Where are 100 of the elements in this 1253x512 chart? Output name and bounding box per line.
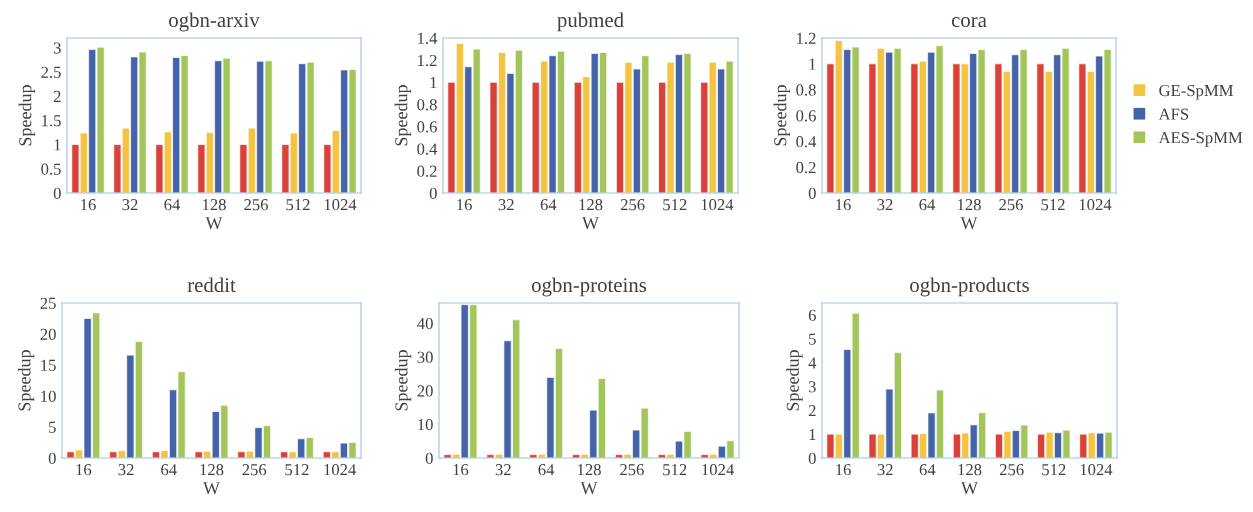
- x-tick-label: 16: [453, 464, 469, 476]
- x-tick-label: 512: [663, 199, 687, 211]
- x-tick-label: 1024: [701, 199, 734, 211]
- y-tick-label: 0.6: [417, 121, 437, 133]
- x-tick-label: 32: [498, 199, 514, 211]
- chart-title: pubmed: [557, 12, 624, 32]
- x-tick-label: 128: [579, 199, 603, 211]
- x-tick-label: 16: [81, 199, 96, 211]
- y-tick-label: 0: [48, 452, 56, 464]
- y-tick-label: 0.8: [796, 84, 816, 96]
- x-tick-label: 32: [877, 464, 893, 476]
- y-tick-label: 0: [53, 187, 61, 199]
- y-tick-label: 5: [809, 333, 816, 345]
- x-tick-label: 16: [76, 464, 92, 476]
- x-tick-label: 256: [620, 199, 645, 211]
- x-tick-label: 512: [1042, 464, 1066, 476]
- x-tick-label: 32: [122, 199, 138, 211]
- x-tick-label: 16: [836, 199, 851, 211]
- x-tick-label: 256: [242, 464, 267, 476]
- x-tick-label: 64: [919, 199, 936, 211]
- chart-title: ogbn-proteins: [531, 277, 647, 297]
- y-tick-label: 40: [417, 317, 433, 330]
- x-tick-label: 1024: [324, 464, 357, 476]
- x-tick-label: 16: [836, 464, 851, 476]
- x-tick-label: 512: [1041, 199, 1065, 211]
- x-tick-label: 64: [919, 464, 936, 476]
- y-tick-label: 0: [425, 452, 433, 464]
- y-tick-label: 0: [808, 452, 816, 464]
- y-tick-label: 1.5: [42, 115, 61, 127]
- y-tick-label: 3: [53, 42, 61, 54]
- x-tick-label: 64: [164, 199, 181, 211]
- legend-label: GE-SpMM: [1159, 84, 1234, 100]
- x-tick-label: 1024: [702, 464, 734, 476]
- y-tick-label: 0.6: [796, 110, 816, 122]
- chart-title: reddit: [187, 277, 236, 293]
- y-tick-label: 0.4: [417, 143, 438, 155]
- y-tick-label: 2: [53, 90, 61, 102]
- y-tick-label: 0: [429, 187, 437, 199]
- y-tick-label: 1: [809, 428, 816, 440]
- x-tick-label: 256: [244, 199, 268, 211]
- x-tick-label: 64: [538, 464, 555, 476]
- x-tick-label: 1024: [1080, 464, 1113, 476]
- y-tick-label: 1: [54, 139, 61, 151]
- chart-title: ogbn-products: [910, 277, 1029, 297]
- legend-label: AFS: [1158, 108, 1189, 120]
- x-tick-label: 1024: [1079, 199, 1112, 211]
- y-axis-title: Speedup: [394, 350, 412, 411]
- y-tick-label: 1.2: [418, 54, 437, 67]
- y-tick-label: 4: [808, 357, 817, 369]
- x-axis-title: W: [205, 217, 223, 230]
- y-tick-label: 25: [40, 297, 56, 309]
- legend-label: AES-SpMM: [1158, 132, 1243, 147]
- y-tick-label: 2: [808, 405, 816, 417]
- x-tick-label: 128: [200, 464, 224, 476]
- y-tick-label: 2.5: [41, 66, 61, 78]
- x-tick-label: 256: [999, 199, 1023, 211]
- y-axis-title: Speedup: [18, 85, 36, 146]
- chart-title: cora: [951, 17, 987, 28]
- y-tick-label: 20: [40, 328, 56, 340]
- y-tick-label: 15: [41, 359, 56, 371]
- y-tick-label: 6: [808, 309, 816, 321]
- x-axis-title: W: [582, 217, 599, 230]
- x-axis-title: W: [203, 482, 220, 495]
- y-tick-label: 20: [417, 385, 433, 397]
- x-tick-label: 32: [118, 464, 134, 476]
- y-axis-title: Speedup: [786, 350, 803, 411]
- x-tick-label: 32: [877, 199, 893, 211]
- y-tick-label: 10: [418, 419, 433, 431]
- x-tick-label: 16: [457, 199, 472, 211]
- y-tick-label: 10: [41, 390, 56, 402]
- x-tick-label: 128: [577, 464, 601, 476]
- x-tick-label: 512: [285, 464, 309, 476]
- chart-title: ogbn-arxiv: [169, 12, 260, 32]
- y-tick-label: 3: [808, 381, 816, 393]
- x-axis-title: W: [961, 482, 978, 495]
- y-tick-label: 0.2: [417, 165, 437, 177]
- x-tick-label: 512: [286, 199, 310, 211]
- y-tick-label: 1: [430, 77, 437, 89]
- y-tick-label: 30: [417, 351, 433, 363]
- y-axis-title: Speedup: [773, 85, 791, 146]
- x-axis-title: W: [580, 482, 598, 495]
- x-tick-label: 128: [958, 464, 982, 476]
- x-tick-label: 128: [202, 199, 226, 211]
- x-tick-label: 64: [540, 199, 557, 211]
- x-axis-title: W: [960, 217, 978, 230]
- x-tick-label: 256: [620, 464, 644, 476]
- y-axis-title: Speedup: [394, 85, 412, 146]
- x-tick-label: 64: [161, 464, 177, 476]
- x-tick-label: 256: [999, 464, 1024, 476]
- y-tick-label: 1.4: [418, 32, 438, 45]
- x-tick-label: 128: [957, 199, 981, 211]
- y-tick-label: 0.2: [796, 161, 816, 174]
- x-tick-label: 512: [663, 464, 687, 476]
- y-tick-label: 1: [809, 58, 816, 70]
- x-tick-label: 32: [495, 464, 511, 476]
- y-tick-label: 0.8: [417, 99, 437, 111]
- x-tick-label: 1024: [324, 199, 357, 211]
- y-tick-label: 0: [808, 187, 816, 199]
- y-axis-title: Speedup: [17, 350, 35, 411]
- y-tick-label: 1.2: [797, 32, 816, 45]
